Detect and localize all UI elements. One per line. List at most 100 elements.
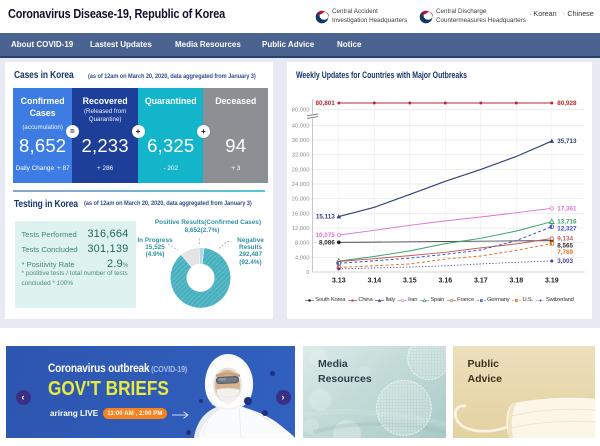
deceased-card: Deceased 94 + 3 — [203, 88, 268, 183]
main-nav: About COVID-19 Lastest Updates Media Res… — [0, 33, 600, 58]
govt-briefs-banner[interactable]: Coronavirus outbreak (COVID-19) GOV'T BRI… — [6, 346, 295, 438]
org-central-discharge: Central Discharge Countermeasures Headqu… — [419, 8, 526, 25]
svg-text:7,769: 7,769 — [557, 249, 573, 256]
korea-status-panel: Cases in Korea (as of 12am on March 20, … — [5, 62, 273, 319]
stat-row-positivity-rate: * Positivity Rate 2.9% — [22, 258, 129, 270]
gov-briefs-title: GOV'T BRIEFS — [48, 377, 169, 400]
language-chinese-link[interactable]: · Chinese — [563, 9, 594, 18]
bullet: · — [529, 9, 532, 18]
card-change: + 87 — [57, 165, 70, 172]
legend-item-germany: Germany — [477, 297, 510, 304]
legend-item-spain: Spain — [420, 297, 444, 304]
confirmed-cases-card: Confirmed Cases (accumulation) 8,652 Dai… — [13, 88, 73, 183]
donut-label-negative: Negative Results 292,487 (92.4%) — [237, 236, 264, 266]
stat-label: Tests Performed — [21, 229, 77, 239]
hazmat-person-illustration — [194, 354, 295, 438]
plus-operator-icon: + — [131, 124, 145, 138]
svg-text:9,134: 9,134 — [557, 236, 573, 243]
right-arrow-icon — [172, 410, 189, 419]
site-title: Coronavirus Disease-19, Republic of Kore… — [8, 6, 226, 21]
svg-text:24,000: 24,000 — [292, 182, 310, 188]
svg-text:4,000: 4,000 — [295, 255, 310, 261]
chart-legend: South Korea China Italy Iran Spain France Germ… — [287, 293, 592, 307]
svg-text:80,801: 80,801 — [316, 100, 336, 107]
nav-public-advice[interactable]: Public Advice — [262, 40, 315, 49]
virus-spheres-illustration — [303, 346, 446, 438]
media-resources-banner[interactable]: Media Resources — [303, 346, 446, 438]
svg-text:3.19: 3.19 — [545, 278, 559, 285]
card-value: 6,325 — [147, 135, 195, 156]
svg-text:12,000: 12,000 — [292, 226, 310, 232]
recovered-card: Recovered (Released from Quarantine) 2,2… — [72, 88, 138, 183]
stat-value: 2.9% — [107, 257, 129, 270]
svg-text:40,000: 40,000 — [292, 123, 310, 129]
banner-carousel: Coronavirus outbreak (COVID-19) GOV'T BRI… — [0, 346, 600, 438]
gov-emblem-icon — [315, 10, 329, 23]
carousel-next-button[interactable]: › — [275, 389, 291, 405]
gov-banner-heading: Coronavirus outbreak — [48, 361, 150, 375]
donut-label-positive: Positive Results(Confirmed Cases) 8,652(… — [154, 219, 262, 234]
svg-text:20,000: 20,000 — [292, 197, 310, 203]
svg-text:80,928: 80,928 — [557, 100, 577, 107]
svg-text:32,000: 32,000 — [292, 153, 310, 159]
nav-notice[interactable]: Notice — [337, 40, 362, 49]
svg-text:3.14: 3.14 — [367, 278, 381, 285]
org1-line1: Central Accident — [332, 8, 378, 16]
stat-label: * Positivity Rate — [21, 259, 75, 269]
svg-text:13,716: 13,716 — [557, 219, 577, 226]
quarantined-card: Quarantined 6,325 - 202 — [137, 88, 204, 183]
virus-dot-decoration — [199, 399, 203, 403]
chart-title: Weekly Updates for Countries with Major … — [296, 70, 467, 81]
media-banner-line2: Resources — [318, 372, 372, 385]
stat-row-tests-concluded: Tests Concluded 301,139 — [22, 243, 129, 255]
donut-label-in-progress: In Progress 15,525 (4.9%) — [137, 236, 173, 259]
svg-text:3.16: 3.16 — [438, 278, 452, 285]
section-divider — [13, 190, 265, 192]
stat-value: 316,664 — [87, 227, 129, 240]
card-value: 8,652 — [19, 135, 67, 156]
gov-banner-heading-suffix: (COVID-19) — [151, 364, 188, 374]
virus-dot-decoration — [186, 430, 191, 435]
media-banner-line1: Media — [318, 358, 348, 370]
language-korean-link[interactable]: · Korean — [529, 9, 557, 18]
card-change-label: Daily Change — [15, 165, 55, 172]
nav-about-covid19[interactable]: About COVID-19 — [11, 40, 74, 49]
legend-item-china: China — [348, 297, 373, 304]
language-chinese-label: Chinese — [567, 9, 594, 18]
card-title: Quarantined — [144, 96, 197, 106]
nav-lastest-updates[interactable]: Lastest Updates — [90, 40, 152, 49]
nav-media-resources[interactable]: Media Resources — [175, 40, 241, 49]
testing-stats-box: Tests Performed 316,664 Tests Concluded … — [14, 221, 136, 308]
carousel-prev-button[interactable]: ‹ — [15, 389, 31, 405]
face-mask-illustration — [453, 396, 595, 438]
card-change: + 286 — [97, 165, 114, 172]
svg-text:28,000: 28,000 — [292, 167, 310, 173]
cases-section-subtitle: (as of 12am on March 20, 2020, data aggr… — [88, 73, 256, 80]
svg-text:12,327: 12,327 — [557, 226, 577, 233]
advice-banner-title: Public Advice — [468, 357, 502, 386]
card-change: + 3 — [231, 165, 241, 172]
virus-dot-decoration — [262, 410, 268, 416]
card-title: Recovered — [82, 96, 128, 106]
gov-emblem-icon — [419, 10, 433, 23]
svg-text:3.17: 3.17 — [474, 278, 488, 285]
svg-text:8,000: 8,000 — [295, 241, 310, 247]
svg-text:8,086: 8,086 — [319, 239, 335, 246]
legend-item-u-s-: U.S. — [512, 297, 533, 304]
card-title: Confirmed Cases — [20, 96, 65, 119]
cases-cards: Confirmed Cases (accumulation) 8,652 Dai… — [13, 88, 268, 183]
card-value: 94 — [225, 135, 247, 156]
svg-text:80,000: 80,000 — [292, 108, 310, 114]
public-advice-banner[interactable]: Public Advice — [452, 346, 595, 438]
arirang-live-label: arirang LIVE — [50, 409, 99, 418]
cases-section-title: Cases in Korea — [14, 69, 74, 81]
svg-text:35,713: 35,713 — [557, 138, 577, 145]
card-change: - 202 — [163, 165, 179, 172]
card-note: (Released from Quarantine) — [83, 108, 127, 124]
weekly-outbreak-line-chart: 0 4,000 8,000 12,000 16,000 20,000 24,000 28,00… — [292, 99, 585, 285]
legend-item-south-korea: South Korea — [305, 297, 346, 304]
testing-section-subtitle: (as of 12am on March 20, 2020, data aggr… — [84, 200, 252, 207]
org1-line2: Investigation Headquarters — [332, 16, 408, 24]
legend-item-france: France — [447, 297, 474, 304]
stat-value: 301,139 — [87, 242, 129, 255]
